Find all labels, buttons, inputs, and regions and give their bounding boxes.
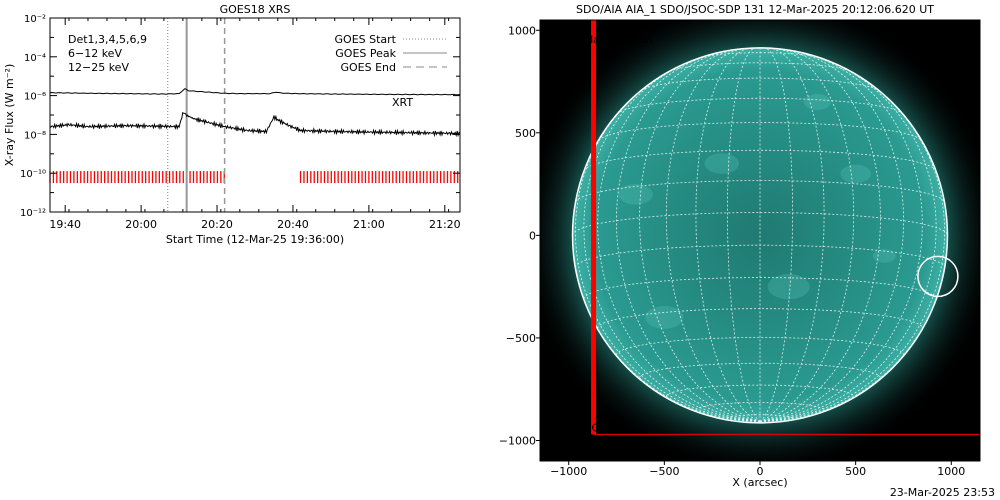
x-tick-label: −1000 <box>550 465 587 478</box>
aia-x-axis-label: X (arcsec) <box>732 476 787 489</box>
latitude-line <box>616 337 904 356</box>
y-tick-label: 10⁻⁶ <box>24 92 46 103</box>
y-tick-label: −500 <box>506 332 536 345</box>
longitude-line <box>759 49 881 422</box>
generation-timestamp: 23-Mar-2025 23:53 <box>890 486 995 499</box>
y-axis-label: X-ray Flux (W m⁻²) <box>3 64 16 166</box>
xrt-label: XRT <box>392 96 413 109</box>
goes-title: GOES18 XRS <box>220 3 291 16</box>
longitude-line <box>665 48 761 422</box>
y-tick-label: 0 <box>529 229 536 242</box>
longitude-line <box>759 47 794 422</box>
legend-channel-label: 12−25 keV <box>68 61 129 74</box>
legend-channel-label: Det1,3,4,5,6,9 <box>68 33 147 46</box>
legend-channel-label: 6−12 keV <box>68 47 122 60</box>
latitude-line <box>583 149 937 171</box>
x-tick-label: 20:00 <box>125 218 157 231</box>
longitude-line <box>759 52 923 422</box>
legend-marker-label: GOES Peak <box>335 47 396 60</box>
legend-marker-label: GOES Start <box>335 33 397 46</box>
y-tick-label: 10⁻² <box>24 14 46 25</box>
x-tick-label: 19:40 <box>49 218 81 231</box>
xrt-coverage <box>49 171 459 184</box>
aia-title: SDO/AIA AIA_1 SDO/JSOC-SDP 131 12-Mar-20… <box>576 3 934 16</box>
latitude-line <box>575 180 945 203</box>
active-region <box>704 153 739 174</box>
aia-legend: O AIA flare location <box>556 35 652 46</box>
y-tick-label: 10⁻¹² <box>20 208 46 219</box>
y-tick-label: 10⁻¹⁰ <box>20 169 46 180</box>
active-region <box>645 305 684 329</box>
latitude-line <box>640 77 880 91</box>
x-tick-label: 20:20 <box>201 218 233 231</box>
flux-series-line <box>49 111 461 138</box>
x-tick-label: 20:40 <box>277 218 309 231</box>
y-tick-label: 10⁻⁸ <box>24 130 46 141</box>
flux-series-line <box>49 88 460 96</box>
longitude-line <box>574 82 761 422</box>
longitude-line <box>597 52 761 422</box>
y-tick-label: 10⁻⁴ <box>24 53 46 64</box>
legend-marker-label: GOES End <box>340 61 396 74</box>
x-tick-label: −500 <box>649 465 679 478</box>
y-tick-label: 1000 <box>508 24 536 37</box>
x-axis-label: Start Time (12-Mar-25 19:36:00) <box>166 233 344 246</box>
x-tick-label: 21:20 <box>429 218 461 231</box>
solar-disk <box>572 47 948 423</box>
y-tick-label: −1000 <box>499 434 536 447</box>
y-tick-label: 500 <box>515 127 536 140</box>
latitude-line <box>665 384 855 397</box>
longitude-line <box>759 48 855 422</box>
longitude-line <box>759 47 825 422</box>
latitude-line <box>616 97 904 115</box>
x-tick-label: 21:00 <box>353 218 385 231</box>
solar-limb <box>571 47 949 424</box>
xrt-fov-edge <box>591 20 597 435</box>
longitude-line <box>615 49 761 422</box>
disk-features <box>618 94 896 329</box>
active-region <box>804 94 831 111</box>
active-region <box>618 184 653 205</box>
xrt-fov-label: XRT FOV <box>561 421 608 434</box>
x-tick-label: 1000 <box>937 465 965 478</box>
x-tick-label: 500 <box>845 465 866 478</box>
longitude-line <box>759 49 905 422</box>
longitude-line <box>639 49 761 422</box>
heliographic-grid <box>572 47 948 422</box>
active-region <box>840 164 871 184</box>
longitude-line <box>759 82 946 422</box>
longitude-line <box>695 47 761 422</box>
x-tick-label: 0 <box>757 465 764 478</box>
aia-image: XRT FOV O AIA flare location <box>540 20 980 461</box>
latitude-line <box>598 122 922 141</box>
active-region <box>767 274 810 300</box>
flare-location-circle <box>917 255 959 298</box>
longitude-line <box>726 47 761 422</box>
